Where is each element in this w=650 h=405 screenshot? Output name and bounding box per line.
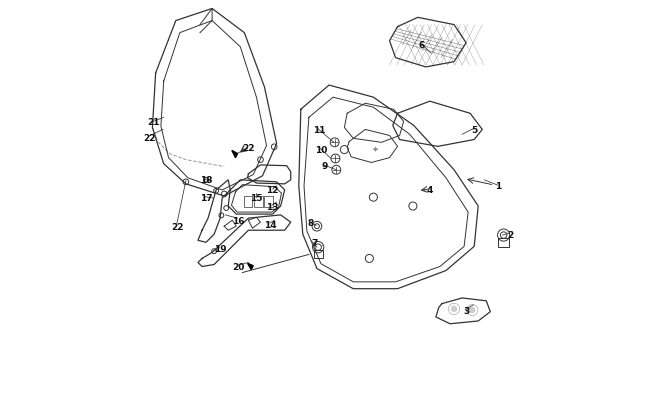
Circle shape [451,306,457,312]
Text: 8: 8 [307,218,314,227]
Text: 12: 12 [266,186,279,195]
Text: 21: 21 [148,117,160,126]
Text: 9: 9 [322,162,328,171]
Circle shape [469,307,475,313]
Text: 5: 5 [471,126,477,134]
Text: 1: 1 [495,182,502,191]
Text: 6: 6 [419,41,425,50]
Text: 10: 10 [315,146,327,155]
Text: 19: 19 [214,244,226,253]
Polygon shape [248,264,254,270]
Text: 22: 22 [144,134,156,143]
Bar [244,196,252,207]
Bar [254,196,263,207]
Polygon shape [232,151,237,158]
Text: ✦: ✦ [372,144,379,153]
Text: 11: 11 [313,126,325,134]
Text: 22: 22 [172,222,184,231]
Text: 3: 3 [463,307,469,315]
Text: 22: 22 [242,144,255,153]
Text: 7: 7 [312,238,318,247]
Text: 14: 14 [265,220,277,229]
Text: 15: 15 [250,194,263,203]
Text: 17: 17 [200,194,213,203]
Bar [264,196,272,207]
Text: 16: 16 [232,216,244,225]
Text: 13: 13 [266,202,279,211]
Text: 2: 2 [508,230,514,239]
Text: 20: 20 [232,262,244,271]
Bar [314,250,322,258]
Bar [499,239,509,247]
Text: 18: 18 [200,176,213,185]
Text: 4: 4 [426,186,433,195]
